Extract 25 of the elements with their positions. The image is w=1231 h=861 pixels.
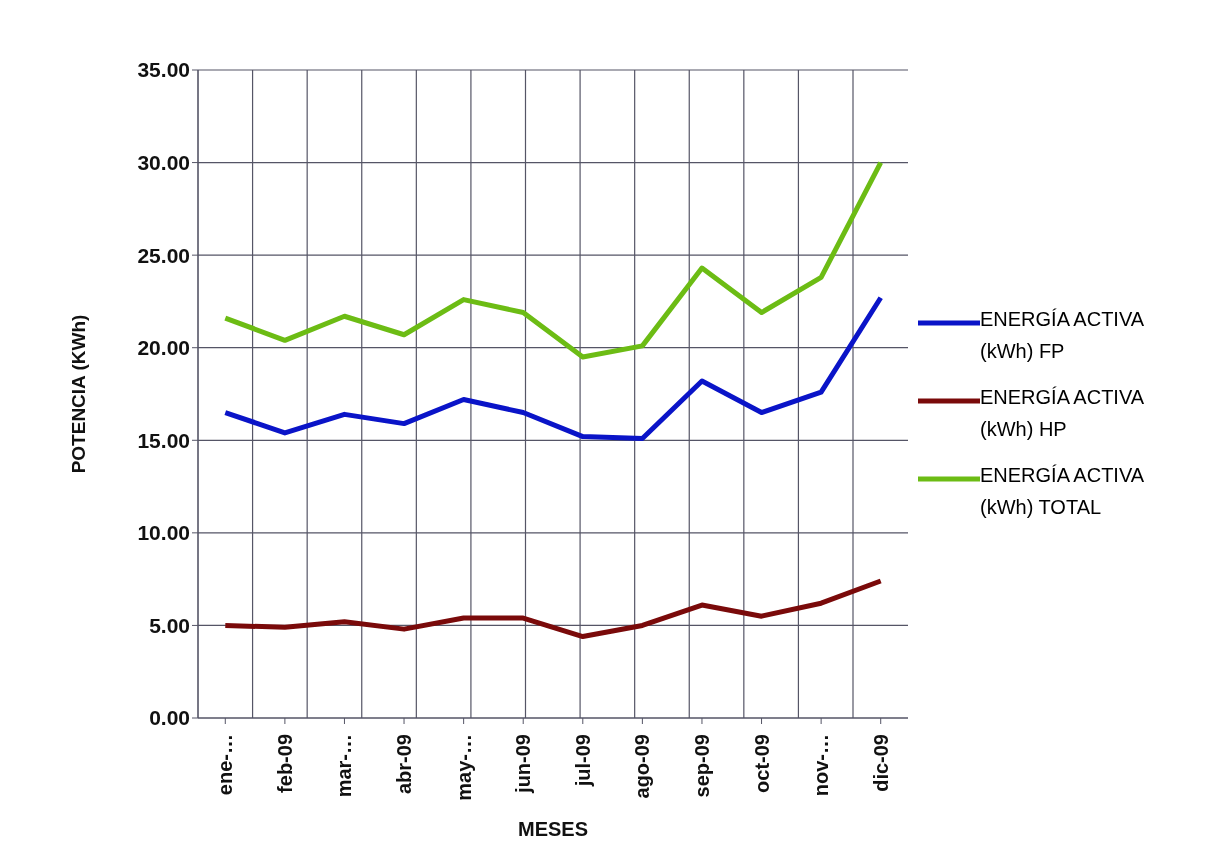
y-tick-label: 0.00 (149, 706, 190, 730)
y-tick-label: 30.00 (137, 151, 190, 175)
x-tick-label: feb-09 (273, 734, 296, 793)
x-tick-label: jun-09 (512, 734, 535, 794)
y-tick-label: 10.00 (137, 521, 190, 545)
x-tick-label: oct-09 (750, 734, 773, 793)
x-tick-label: ago-09 (631, 734, 654, 799)
y-tick-label: 5.00 (149, 613, 190, 637)
x-tick-label: mar-… (333, 734, 356, 798)
y-tick-label: 15.00 (137, 428, 190, 452)
x-tick-label: ene-… (214, 734, 237, 796)
legend-label: ENERGÍA ACTIVA (kWh) HP (980, 385, 1145, 442)
legend-label: ENERGÍA ACTIVA (kWh) TOTAL (980, 463, 1145, 520)
y-tick-label: 25.00 (137, 243, 190, 267)
y-axis-title: POTENCIA (KWh) (67, 314, 89, 474)
x-tick-label: jul-09 (571, 734, 594, 788)
x-tick-label: dic-09 (869, 734, 892, 792)
x-axis-title: MESES (517, 818, 589, 840)
y-tick-label: 35.00 (137, 58, 190, 82)
x-tick-label: sep-09 (690, 734, 713, 798)
legend-label: ENERGÍA ACTIVA (kWh) FP (980, 307, 1145, 364)
y-tick-label: 20.00 (137, 336, 190, 360)
x-tick-label: may-… (452, 734, 475, 801)
x-tick-label: nov-… (810, 734, 833, 797)
x-tick-label: abr-09 (393, 734, 416, 795)
